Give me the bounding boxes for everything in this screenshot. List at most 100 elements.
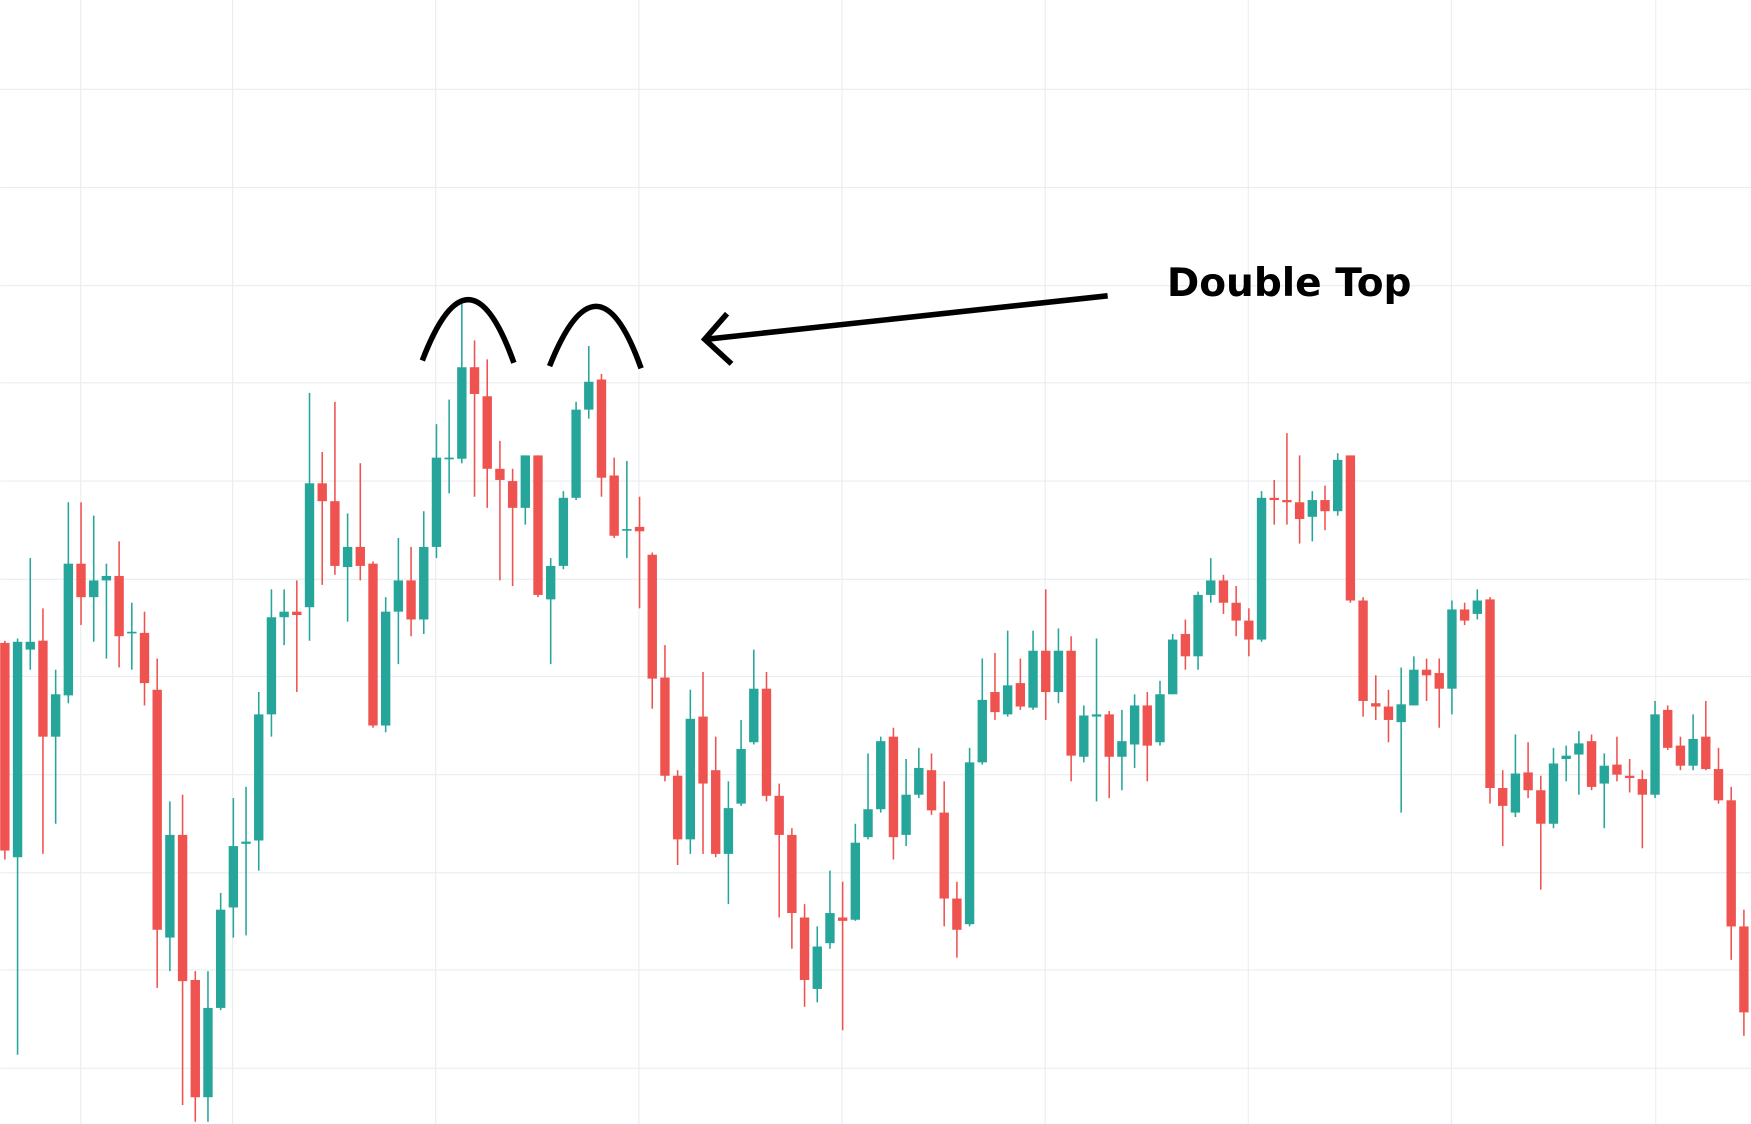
candle-body (977, 699, 987, 763)
candle-body (850, 842, 861, 920)
candle-body (1510, 773, 1521, 813)
candle-body (863, 809, 873, 838)
candle-body (723, 808, 734, 854)
candle-body (1269, 497, 1279, 501)
vertical-grid (80, 0, 1657, 1124)
candle-body (1396, 704, 1406, 723)
candle-body (1485, 599, 1495, 789)
candle-body (1663, 709, 1673, 748)
annotation-label: Double Top (1167, 261, 1412, 306)
candle-body (469, 367, 480, 395)
candle-body (609, 475, 619, 536)
candle-body (964, 762, 975, 925)
candle-body (203, 1007, 213, 1098)
candle-body (1307, 500, 1317, 517)
candle-body (1548, 763, 1559, 824)
candle-body (1701, 736, 1711, 770)
candle-body (1536, 790, 1546, 824)
candle-body (546, 565, 556, 600)
candle-body (1244, 620, 1254, 640)
candle-body (254, 714, 264, 841)
candle-body (89, 580, 99, 598)
candle-body (1294, 502, 1305, 520)
candle-body (1015, 683, 1026, 707)
candle-body (1117, 741, 1127, 757)
candle-body (1041, 650, 1051, 693)
annotation-drawing (419, 293, 1108, 370)
candle-body (520, 455, 530, 508)
candle-body (990, 692, 1000, 713)
candle-body (634, 526, 645, 532)
candle-body (1180, 633, 1191, 657)
candle-body (419, 546, 429, 620)
candle-body (584, 381, 594, 410)
candle-body (888, 736, 899, 838)
candle-body (380, 611, 391, 726)
candle-body (495, 468, 505, 480)
candle-body (698, 716, 708, 784)
candle-body (1002, 685, 1013, 715)
candle-body (139, 632, 150, 684)
candle-body (1409, 669, 1419, 706)
candle-body (1155, 694, 1165, 743)
candle-body (1599, 765, 1609, 784)
candle-body (127, 631, 137, 634)
candle-body (25, 641, 35, 650)
candle-body (837, 917, 848, 921)
candle-body (1637, 779, 1648, 795)
top-arc (419, 297, 517, 364)
candle-body (393, 580, 404, 612)
candle-body (38, 640, 48, 737)
candle-body (114, 575, 124, 637)
candle-body (1586, 741, 1597, 787)
candle-body (952, 898, 962, 930)
candle-body (177, 834, 188, 982)
candle-body (1371, 703, 1381, 707)
candle-body (685, 718, 696, 840)
candle-body (12, 641, 23, 858)
candle-body (901, 794, 911, 835)
candle-body (533, 455, 543, 595)
candle-body (736, 748, 746, 804)
candle-body (190, 980, 200, 1098)
candle-body (507, 481, 518, 508)
candle-body (1498, 788, 1508, 806)
candle-body (596, 379, 607, 478)
candle-body (761, 688, 772, 796)
candle-body (215, 909, 226, 1008)
candle-body (749, 688, 759, 743)
candle-body (1739, 926, 1749, 1013)
candle-body (711, 770, 721, 854)
candle-body (1104, 714, 1114, 757)
candle-body (1561, 755, 1571, 760)
arrow-head (700, 311, 734, 366)
candle-body (1206, 580, 1216, 595)
candle-body (1383, 706, 1394, 720)
candle-body (647, 554, 657, 679)
candle-body (0, 642, 10, 851)
candle-body (63, 563, 74, 696)
candle-body (1053, 650, 1064, 693)
candle-body (1231, 602, 1241, 621)
top-arc (546, 303, 644, 370)
candle-body (330, 501, 340, 566)
candle-body (1345, 455, 1356, 601)
candle-body (914, 767, 924, 795)
candle-body (1459, 609, 1470, 621)
candle-body (1574, 743, 1584, 755)
candle-body (482, 396, 492, 469)
candle-body (1193, 594, 1203, 657)
candle-body (799, 917, 810, 981)
candle-body (1713, 769, 1724, 801)
candle-body (152, 689, 162, 930)
arrow-line (705, 293, 1108, 343)
candle-body (279, 611, 289, 618)
candle-body (558, 497, 569, 566)
candle-body (355, 546, 365, 566)
candle-body (1066, 650, 1076, 756)
candle-body (1028, 650, 1038, 708)
candle-body (939, 812, 949, 899)
candle-body (292, 611, 302, 616)
candle-body (1624, 775, 1635, 778)
